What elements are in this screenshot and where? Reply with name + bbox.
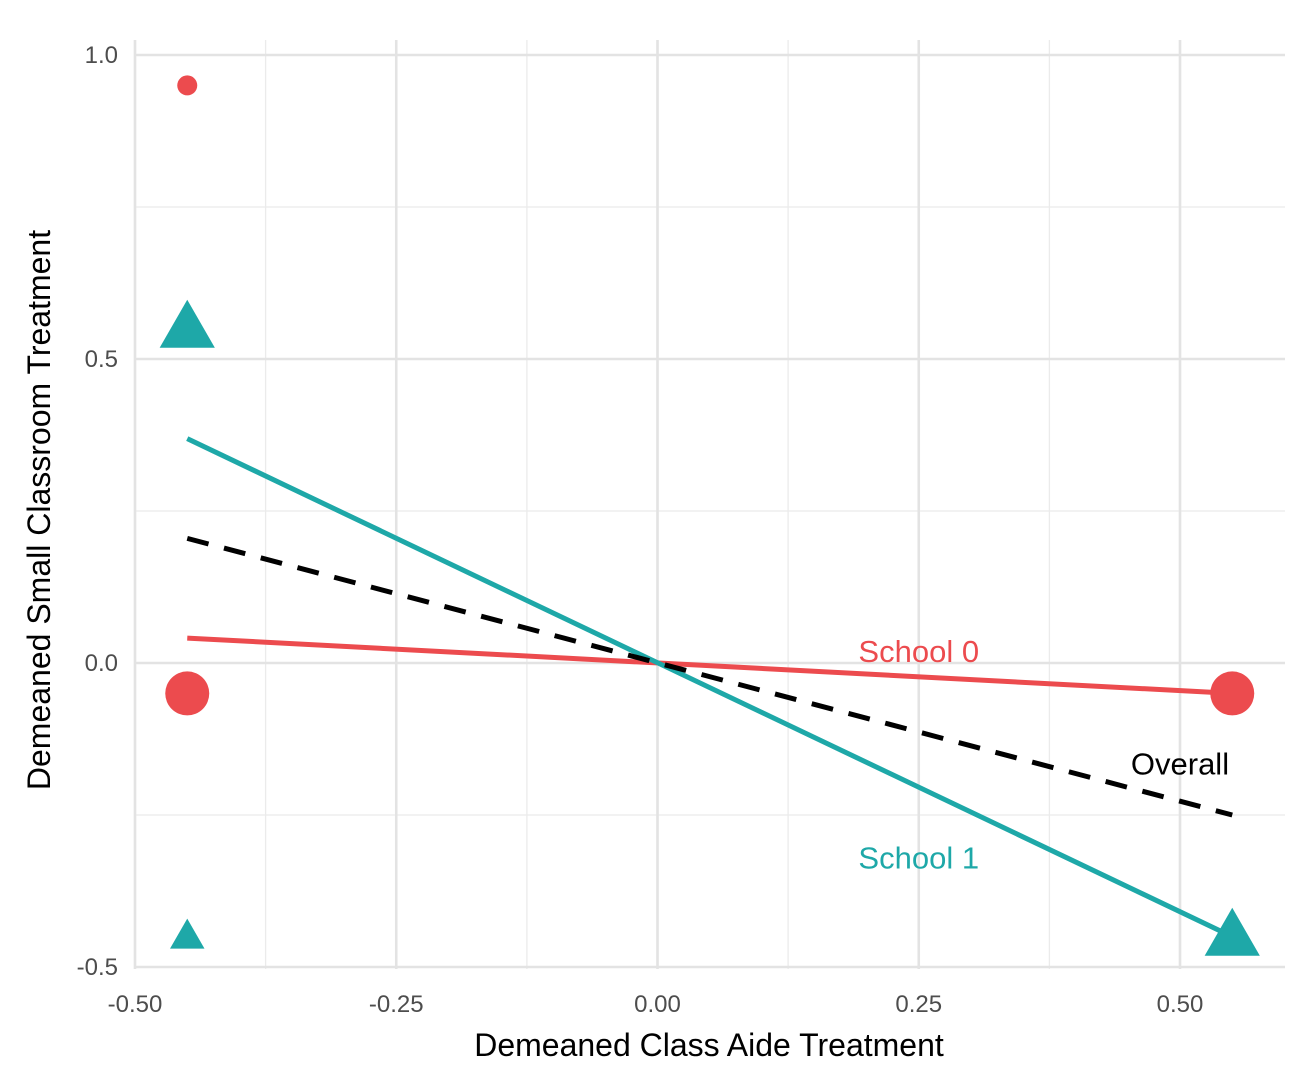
x-axis-title: Demeaned Class Aide Treatment	[474, 1027, 944, 1063]
line-label-school-1: School 1	[858, 841, 979, 876]
data-points	[159, 75, 1260, 956]
point-circle	[165, 671, 210, 716]
fit-line-school-0	[187, 635, 1233, 696]
x-tick-label: -0.25	[369, 991, 424, 1018]
line-labels: School 0 School 1 Overall	[858, 634, 1229, 876]
point-triangle	[1204, 907, 1260, 956]
line-label-school-0: School 0	[858, 634, 979, 669]
grid	[133, 40, 1285, 969]
x-tick-label: -0.50	[108, 991, 163, 1018]
tick-labels: -0.50 -0.25 0.00 0.25 0.50 -0.5 0.0 0.5 1.0	[77, 42, 1204, 1018]
y-tick-label: -0.5	[77, 954, 118, 981]
point-circle	[1210, 671, 1255, 716]
fit-lines	[186, 436, 1234, 939]
point-triangle	[159, 299, 215, 348]
x-tick-label: 0.25	[895, 991, 942, 1018]
y-tick-label: 0.5	[85, 346, 118, 373]
x-tick-label: 0.00	[634, 991, 681, 1018]
line-label-overall: Overall	[1131, 746, 1229, 781]
y-tick-label: 1.0	[85, 42, 118, 69]
fit-line-overall	[186, 535, 1233, 818]
y-axis-title: Demeaned Small Classroom Treatment	[21, 230, 57, 790]
y-tick-label: 0.0	[85, 650, 118, 677]
x-tick-label: 0.50	[1157, 991, 1204, 1018]
fit-line-school-1	[186, 436, 1234, 939]
point-triangle	[170, 918, 205, 949]
point-circle	[177, 75, 198, 96]
